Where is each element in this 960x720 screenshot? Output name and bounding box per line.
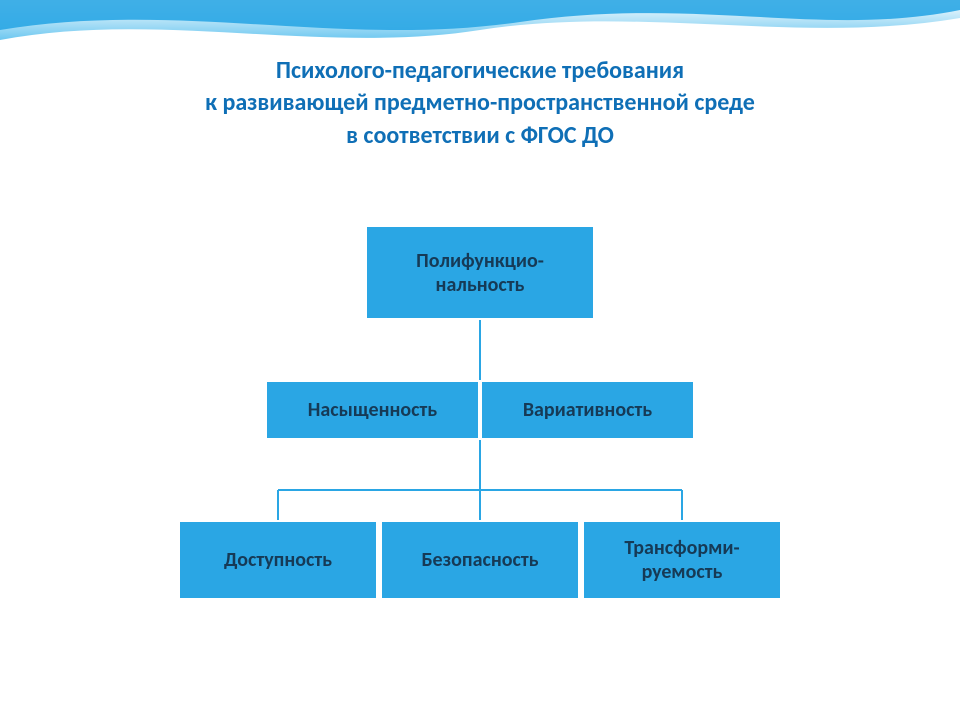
node-leaf2: Безопасность — [380, 520, 580, 600]
node-leaf1: Доступность — [178, 520, 378, 600]
node-root: Полифункцио- нальность — [365, 225, 595, 320]
node-sat1: Насыщенность — [265, 380, 480, 440]
node-sat2: Вариативность — [480, 380, 695, 440]
connectors — [0, 0, 960, 720]
node-leaf3: Трансформи- руемость — [582, 520, 782, 600]
org-chart: Полифункцио- нальность НасыщенностьВариат… — [0, 0, 960, 720]
